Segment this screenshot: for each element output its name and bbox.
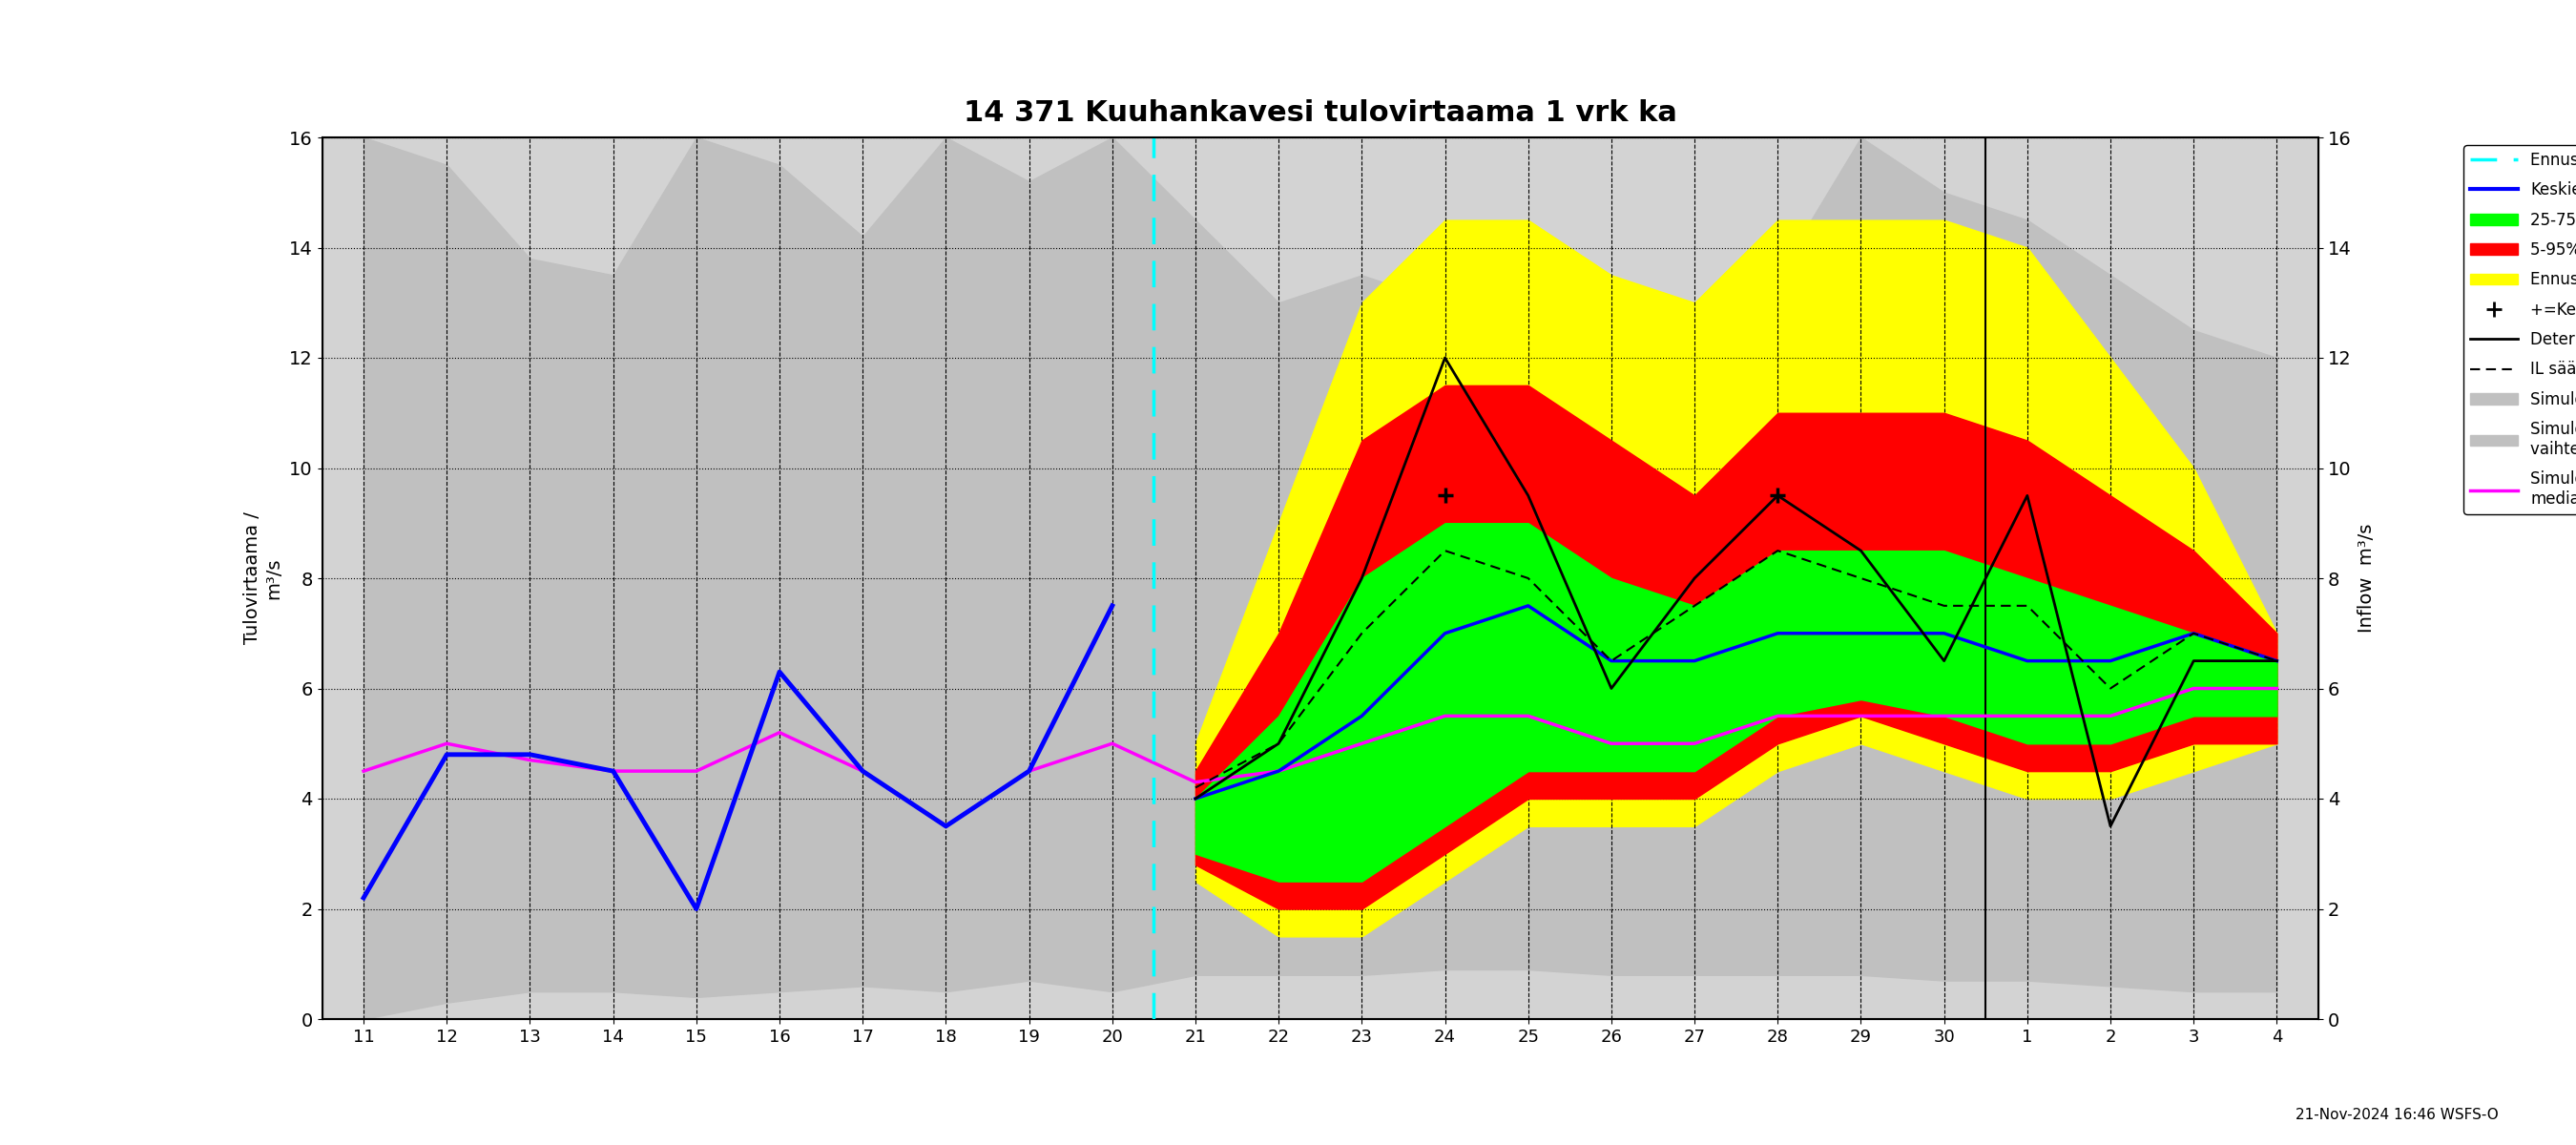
Legend: Ennusteen alku, Keskiennuste, 25-75% Vaihteluväli, 5-95% Vaihteluväli, Ennusteen: Ennusteen alku, Keskiennuste, 25-75% Vai…	[2463, 145, 2576, 514]
Y-axis label: Tulovirtaama /
m³/s: Tulovirtaama / m³/s	[242, 512, 283, 645]
Y-axis label: Inflow  m³/s: Inflow m³/s	[2357, 523, 2375, 633]
Title: 14 371 Kuuhankavesi tulovirtaama 1 vrk ka: 14 371 Kuuhankavesi tulovirtaama 1 vrk k…	[963, 100, 1677, 127]
Text: 21-Nov-2024 16:46 WSFS-O: 21-Nov-2024 16:46 WSFS-O	[2295, 1108, 2499, 1122]
